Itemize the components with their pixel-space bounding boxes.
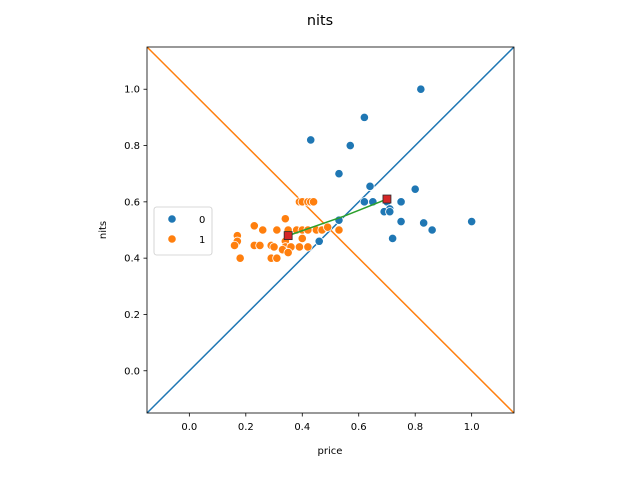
point-series-0-15 [419,218,429,228]
centroid-marker-1 [283,231,293,241]
x-tick-label-0: 0.0 [181,422,197,433]
x-tick-label-4: 0.8 [407,422,423,433]
point-series-1-15 [323,222,333,232]
point-series-0-10 [396,197,406,207]
point-series-1-29 [303,242,313,252]
plot-content [147,47,514,413]
x-tick-label-5: 1.0 [464,422,480,433]
point-series-0-16 [427,225,437,235]
legend-label-0: 0 [199,215,205,226]
point-series-1-34 [235,253,245,263]
point-series-1-4 [308,197,319,207]
point-series-1-8 [272,225,282,235]
y-tick-label-3: 0.6 [124,197,140,208]
point-series-0-2 [306,135,316,145]
point-series-1-25 [269,242,279,252]
point-series-0-5 [365,181,375,191]
point-series-1-16 [334,225,344,235]
legend: 01 [153,206,213,256]
y-tick-label-0: 0.0 [124,366,140,377]
y-axis-label: nits [98,221,109,239]
point-series-0-4 [334,169,344,179]
point-series-0-7 [359,197,369,207]
plot-area: 0.0 0.2 0.4 0.6 0.8 1.0 0.0 0.2 0.4 0.6 0.8 1.0 [124,46,515,433]
x-tick-label-1: 0.2 [238,422,254,433]
y-tick-label-5: 1.0 [124,85,140,96]
point-series-0-13 [385,207,395,217]
y-tick-label-1: 0.2 [124,310,140,321]
point-series-1-5 [280,214,290,224]
point-series-1-23 [255,240,265,251]
point-series-1-21 [229,240,240,251]
x-axis-label: price [318,446,343,457]
x-tick-label-2: 0.4 [294,422,310,433]
point-series-0-0 [416,84,426,94]
y-tick-label-4: 0.8 [124,141,140,152]
legend-marker-1 [167,234,177,244]
point-series-0-14 [396,216,406,227]
legend-marker-0 [167,214,177,224]
y-tick-label-2: 0.4 [124,254,140,265]
point-series-0-6 [410,184,420,194]
point-series-1-33 [272,253,282,263]
point-series-0-21 [314,236,324,246]
x-tick-label-3: 0.6 [351,422,367,433]
point-series-1-19 [297,233,307,244]
point-series-1-6 [249,221,259,231]
point-series-1-31 [283,247,293,258]
point-series-0-3 [345,140,355,151]
plot-frame [146,46,515,414]
chart-title: nits [307,13,333,29]
point-series-0-1 [359,112,369,122]
point-series-1-28 [294,242,305,252]
connector-segment-1 [344,198,388,217]
legend-label-1: 1 [199,235,205,246]
centroid-marker-0 [382,194,392,204]
point-series-0-18 [467,216,477,227]
point-series-1-7 [258,225,268,235]
point-series-0-17 [388,233,398,244]
connector-segment-0 [287,215,345,237]
